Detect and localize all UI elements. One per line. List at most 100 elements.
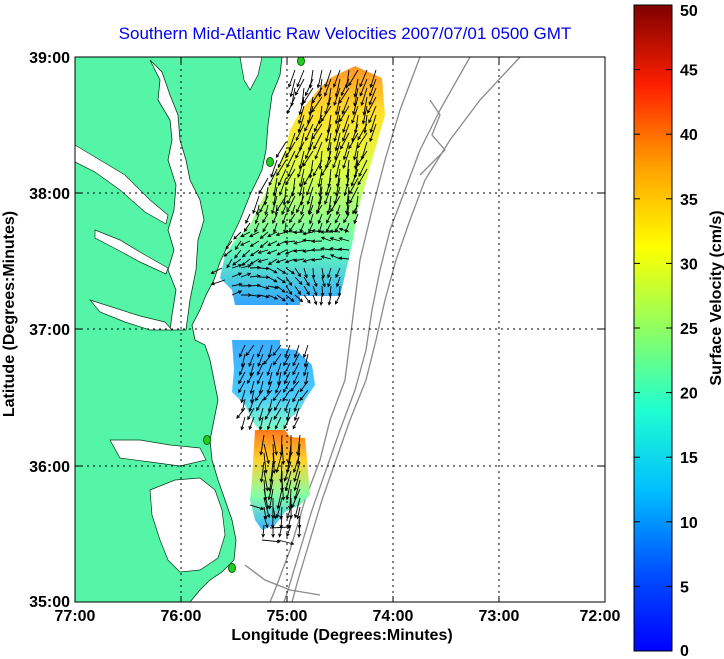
velocity-arrow <box>231 290 243 296</box>
velocity-arrow <box>257 353 264 367</box>
velocity-arrow <box>303 294 311 304</box>
velocity-arrow <box>246 371 255 385</box>
radar-site-marker <box>266 157 274 167</box>
velocity-arrow <box>357 168 368 186</box>
velocity-arrow <box>238 371 246 385</box>
chart-title: Southern Mid-Atlantic Raw Velocities 200… <box>119 24 572 43</box>
velocity-arrow <box>259 231 269 240</box>
velocity-arrow <box>303 168 314 186</box>
velocity-arrow <box>294 276 303 286</box>
x-tick-label: 74:00 <box>373 608 414 625</box>
frame-tick-marks <box>75 57 605 602</box>
velocity-arrow <box>252 195 260 215</box>
velocity-arrow <box>326 132 332 152</box>
y-tick-label: 35:00 <box>29 594 70 611</box>
velocity-arrow <box>302 150 314 167</box>
velocity-arrow <box>273 407 282 420</box>
velocity-arrow <box>312 159 323 177</box>
velocity-arrow <box>349 186 359 204</box>
velocity-arrow <box>298 177 305 197</box>
velocity-arrow <box>234 249 242 259</box>
velocity-arrow <box>311 239 323 244</box>
velocity-arrow <box>340 78 350 97</box>
velocity-arrow <box>302 231 314 236</box>
velocity-arrow <box>272 213 278 224</box>
velocity-arrow <box>233 231 242 240</box>
velocity-arrow <box>287 159 296 178</box>
velocity-arrow <box>240 231 251 237</box>
velocity-arrow <box>302 344 309 359</box>
colorbar-gradient <box>633 4 673 652</box>
velocity-arrow <box>210 279 226 286</box>
velocity-arrow <box>290 204 296 216</box>
velocity-arrow <box>249 504 265 511</box>
velocity-arrow <box>274 204 278 216</box>
velocity-arrow <box>282 389 291 402</box>
velocity-arrow <box>320 105 332 123</box>
velocity-arrow <box>281 479 286 501</box>
velocity-arrow <box>259 434 265 456</box>
velocity-arrow <box>305 141 314 160</box>
velocity-arrow <box>264 204 269 216</box>
isobath-contours <box>244 57 521 602</box>
velocity-arrow <box>248 398 255 413</box>
velocity-arrow <box>282 380 291 394</box>
velocity-arrow <box>326 213 332 224</box>
velocity-arrow <box>269 525 291 529</box>
velocity-arrow <box>285 168 296 186</box>
velocity-arrow <box>232 258 242 266</box>
velocity-arrow <box>339 105 350 123</box>
velocity-arrow <box>270 159 278 178</box>
x-tick-labels: 77:00 76:00 75:00 74:00 73:00 72:00 <box>55 608 621 625</box>
x-tick-label: 77:00 <box>55 608 96 625</box>
velocity-arrow <box>295 141 305 159</box>
velocity-arrow <box>319 294 324 306</box>
velocity-arrow <box>293 249 305 253</box>
colorbar-tick-label: 25 <box>680 321 698 338</box>
velocity-arrow <box>254 222 260 234</box>
velocity-arrow <box>288 213 296 224</box>
velocity-arrow <box>274 416 282 430</box>
velocity-arrow <box>335 276 341 288</box>
velocity-arrow <box>320 285 325 298</box>
velocity-arrow <box>285 479 292 501</box>
velocity-arrow <box>340 132 350 150</box>
velocity-arrow <box>249 274 261 278</box>
velocity-arrow <box>342 141 350 161</box>
velocity-arrow <box>291 488 301 509</box>
velocity-arrow <box>275 497 283 519</box>
velocity-arrow <box>292 389 300 403</box>
potomac-river <box>75 144 169 225</box>
velocity-arrow <box>360 87 368 107</box>
velocity-arrow <box>259 195 269 214</box>
x-axis-label: Longitude (Degrees:Minutes) <box>231 627 452 644</box>
map-grid <box>75 57 605 602</box>
velocity-arrow <box>329 229 341 234</box>
velocity-arrow <box>294 267 302 278</box>
velocity-arrow <box>267 285 279 290</box>
velocity-arrow <box>256 398 264 412</box>
y-tick-label: 37:00 <box>29 322 70 339</box>
colorbar-label: Surface Velocity (cm/s) <box>708 210 724 385</box>
velocity-arrow <box>369 78 377 97</box>
velocity-arrow <box>298 168 305 188</box>
velocity-arrow <box>293 258 305 263</box>
velocity-arrow <box>238 362 246 376</box>
velocity-arrow <box>258 294 270 299</box>
velocity-arrow <box>335 204 341 216</box>
velocity-arrow <box>341 96 350 115</box>
velocity-arrow <box>276 488 283 510</box>
velocity-arrow <box>324 186 332 205</box>
radar-site-marker <box>228 563 236 573</box>
velocity-arrow <box>320 255 332 260</box>
velocity-arrow <box>249 283 262 288</box>
velocity-arrow <box>287 186 296 205</box>
velocity-arrow <box>369 69 377 89</box>
velocity-arrow <box>247 407 255 421</box>
velocity-arrow <box>267 258 278 266</box>
velocity-arrow <box>353 213 359 225</box>
velocity-arrow <box>325 123 332 143</box>
velocity-arrow <box>324 78 332 97</box>
velocity-arrow <box>335 294 341 305</box>
